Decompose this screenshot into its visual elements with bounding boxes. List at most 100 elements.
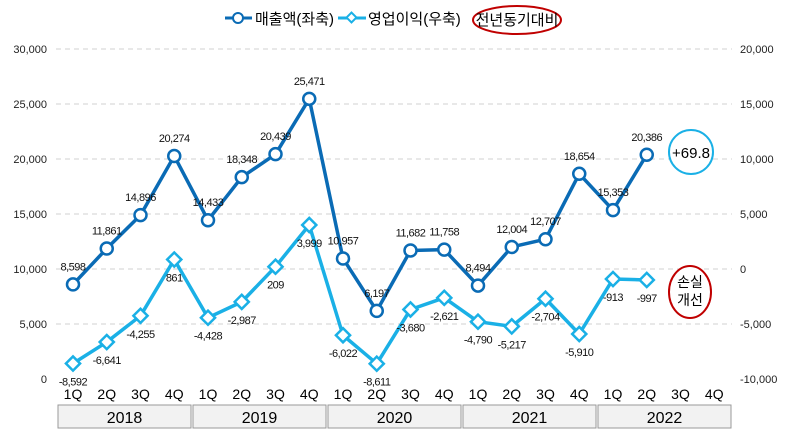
legend-profit-marker-icon xyxy=(345,11,358,24)
sales-data-label: 11,758 xyxy=(429,227,459,239)
profit-point xyxy=(367,354,386,373)
quarter-label: 1Q xyxy=(604,386,623,402)
profit-data-label: -997 xyxy=(637,293,657,305)
right-tick-label: 5,000 xyxy=(740,209,768,221)
profit-data-label: -913 xyxy=(603,292,623,304)
profit-data-label: -5,217 xyxy=(498,339,527,351)
profit-data-label: -6,641 xyxy=(93,355,122,367)
left-tick-label: 5,000 xyxy=(19,319,47,331)
year-box xyxy=(597,404,732,429)
x-axis: 1Q 2Q 3Q 4Q 1Q 2Q 3Q 4Q 1Q 2Q 3Q 4Q 1Q 2Q 3Q 4Q 1Q 2Q 3Q 4Q… xyxy=(57,386,732,429)
profit-data-label: 861 xyxy=(166,273,183,285)
quarter-label: 3Q xyxy=(401,386,420,402)
quarter-label: 4Q xyxy=(165,386,184,402)
profit-point xyxy=(334,326,352,345)
quarter-label: 3Q xyxy=(266,386,285,402)
left-tick-label: 15,000 xyxy=(13,209,47,221)
profit-data-label: -3,680 xyxy=(396,322,425,334)
sales-data-label: 15,353 xyxy=(598,187,629,199)
profit-point xyxy=(97,333,116,351)
sales-data-label: 14,433 xyxy=(193,197,224,209)
sales-yoy-annotation: +69.8 xyxy=(668,129,714,175)
profit-data-label: 3,999 xyxy=(297,238,322,250)
quarter-label: 1Q xyxy=(469,386,488,402)
year-label: 2019 xyxy=(242,410,278,427)
profit-data-label: -6,022 xyxy=(329,348,358,360)
right-tick-label: 20,000 xyxy=(740,44,774,56)
right-tick-label: 10,000 xyxy=(740,154,774,166)
profit-data-label: 209 xyxy=(267,280,284,292)
right-axis: -10,000 -5,000 0 5,000 10,000 15,000 20,000 xyxy=(740,44,777,386)
sales-data-label: 25,471 xyxy=(294,76,325,88)
profit-point xyxy=(469,312,487,331)
profit-note-line2: 개선 xyxy=(677,292,703,308)
profit-point xyxy=(165,250,184,269)
series-lines xyxy=(71,97,649,366)
sales-data-label: 11,861 xyxy=(92,226,122,238)
year-box xyxy=(192,404,327,429)
profit-line xyxy=(72,223,647,366)
profit-point xyxy=(570,325,589,343)
year-box xyxy=(57,404,192,429)
left-tick-label: 10,000 xyxy=(13,264,47,276)
profit-data-label: -4,428 xyxy=(194,331,223,343)
quarter-label: 1Q xyxy=(64,386,83,402)
profit-data-label: -2,987 xyxy=(228,315,257,327)
legend-sales: 매출액(좌축) xyxy=(255,11,334,28)
sales-point xyxy=(65,277,81,292)
right-tick-label: -5,000 xyxy=(740,319,771,331)
legend-profit: 영업이익(우축) xyxy=(368,11,461,28)
quarter-label: 2Q xyxy=(367,386,386,402)
sales-data-label: 8,598 xyxy=(60,261,85,273)
profit-point xyxy=(502,317,521,336)
legend-yoy: 전년동기대비 xyxy=(476,12,559,29)
profit-note-annotation: 손실 개선 xyxy=(668,265,712,319)
sales-data-label: 6,197 xyxy=(364,288,389,300)
profit-data-label: -4,255 xyxy=(126,329,155,341)
year-box xyxy=(327,404,462,429)
sales-data-label: 10,957 xyxy=(328,235,359,247)
profit-data-label: -2,621 xyxy=(430,311,459,323)
sales-point xyxy=(99,241,114,256)
profit-point xyxy=(401,300,420,319)
profit-data-label: -4,790 xyxy=(464,335,493,347)
left-tick-label: 0 xyxy=(41,374,47,386)
year-box xyxy=(462,404,597,429)
profit-point xyxy=(266,257,285,276)
sales-data-label: 20,274 xyxy=(159,133,190,145)
sales-point xyxy=(200,212,216,228)
sales-yoy-value: +69.8 xyxy=(672,145,710,162)
yoy-ellipse xyxy=(472,5,562,35)
sales-data-label: 14,896 xyxy=(125,192,156,204)
series-markers xyxy=(64,91,656,373)
profit-point xyxy=(637,271,656,289)
profit-point xyxy=(64,354,82,373)
profit-point xyxy=(131,306,150,325)
sales-point xyxy=(167,148,182,164)
quarter-label: 4Q xyxy=(570,386,589,402)
sales-point xyxy=(335,251,351,266)
profit-data-label: -2,704 xyxy=(531,312,560,324)
year-label: 2020 xyxy=(377,410,413,427)
quarter-label: 3Q xyxy=(131,386,150,402)
profit-note-line1: 손실 xyxy=(677,274,703,290)
left-axis: 0 5,000 10,000 15,000 20,000 25,000 30,000 xyxy=(13,44,47,386)
profit-data-label: -8,611 xyxy=(363,377,391,389)
left-tick-label: 25,000 xyxy=(13,99,47,111)
sales-data-label: 11,682 xyxy=(396,227,426,239)
quarter-label: 4Q xyxy=(435,386,454,402)
year-label: 2018 xyxy=(107,410,143,427)
sales-point xyxy=(369,303,384,319)
sales-data-label: 12,004 xyxy=(496,224,527,236)
year-label: 2021 xyxy=(512,410,548,427)
quarter-label: 3Q xyxy=(536,386,555,402)
legend: 매출액(좌축) 영업이익(우축) 전년동기대비 xyxy=(225,5,562,35)
quarter-label: 3Q xyxy=(671,386,690,402)
quarter-label: 2Q xyxy=(232,386,251,402)
legend-sales-marker-icon xyxy=(232,12,244,24)
profit-point xyxy=(300,216,319,234)
profit-data-label: -8,592 xyxy=(59,377,88,389)
left-tick-label: 30,000 xyxy=(13,44,47,56)
